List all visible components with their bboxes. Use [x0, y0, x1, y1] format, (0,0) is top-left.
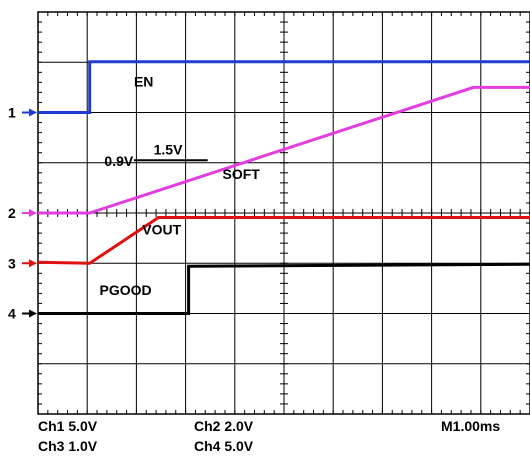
annotation-0-9v: 0.9V	[104, 153, 133, 169]
trace-annotations: EN 1.5V 0.9V SOFT VOUT PGOOD	[100, 73, 261, 298]
channel-marker-label: 3	[8, 255, 16, 271]
ch4-scale-label: Ch4 5.0V	[194, 438, 254, 454]
annotation-pgood: PGOOD	[100, 282, 152, 298]
channel-marker-label: 2	[8, 205, 16, 221]
channel-marker-label: 4	[8, 306, 16, 322]
trace-pgood	[38, 262, 530, 315]
channel-marker-arrow-icon	[29, 209, 37, 217]
trace-soft	[38, 85, 530, 215]
channel-marker-arrow-icon	[29, 108, 37, 117]
trace-vout	[37, 216, 530, 265]
channel-marker-arrow-icon	[29, 259, 37, 268]
channel-markers: 1 2 3 4	[8, 105, 37, 322]
annotation-soft: SOFT	[223, 166, 261, 182]
ch1-scale-label: Ch1 5.0V	[38, 418, 98, 434]
channel-marker-label: 1	[8, 105, 16, 121]
trace-en	[38, 60, 530, 114]
waveform-traces	[37, 60, 530, 315]
timebase-label: M1.00ms	[441, 418, 500, 434]
channel-marker-arrow-icon	[29, 309, 37, 318]
ch3-scale-label: Ch3 1.0V	[38, 438, 98, 454]
annotation-1-5v: 1.5V	[154, 142, 183, 158]
annotation-en: EN	[134, 73, 153, 89]
ch2-scale-label: Ch2 2.0V	[194, 418, 254, 434]
annotation-vout: VOUT	[142, 222, 181, 238]
